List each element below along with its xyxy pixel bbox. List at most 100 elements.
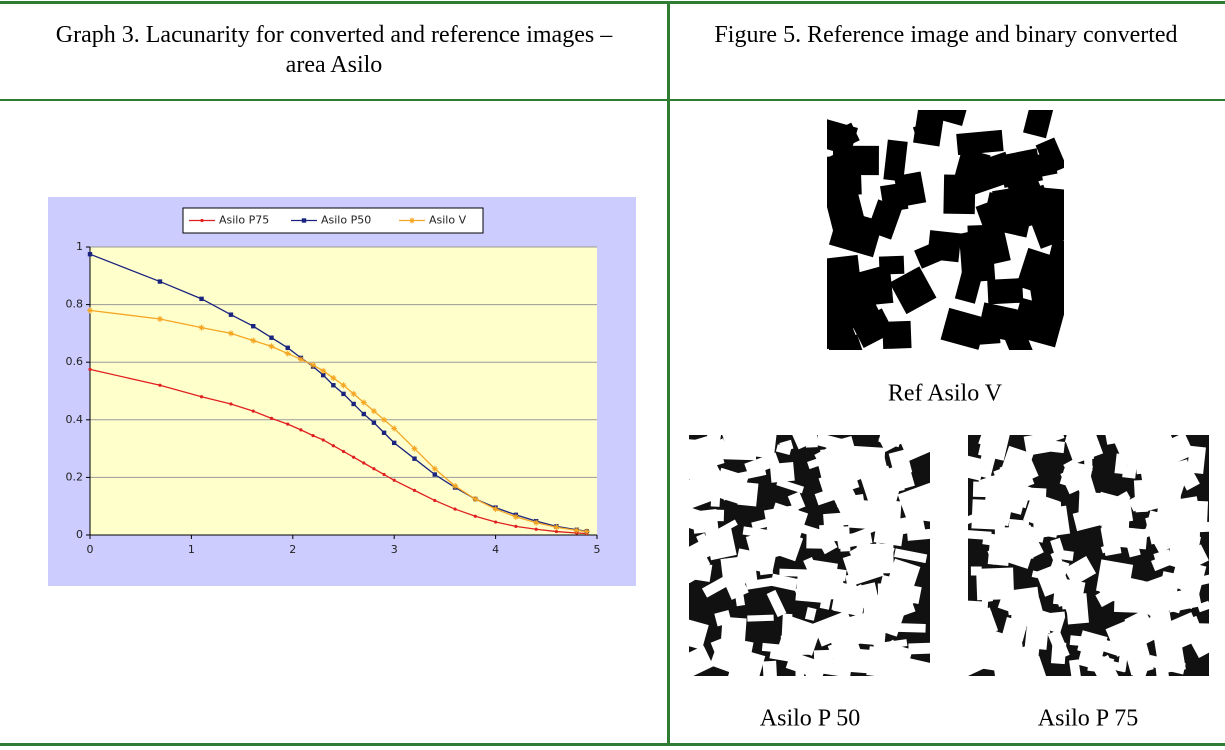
y-tick-label: 1 (76, 240, 83, 253)
marker (412, 456, 416, 460)
x-tick-label: 4 (492, 543, 499, 556)
y-tick-label: 0.2 (66, 470, 84, 483)
white-patch (1078, 492, 1103, 517)
white-patch (737, 482, 758, 507)
white-patch (971, 566, 982, 575)
marker (252, 410, 255, 413)
y-tick-label: 0.8 (66, 298, 84, 311)
marker (331, 383, 335, 387)
marker (342, 450, 345, 453)
marker (158, 279, 162, 283)
white-patch (763, 661, 778, 689)
marker (299, 428, 302, 431)
marker (88, 368, 91, 371)
marker (311, 434, 314, 437)
white-patch (688, 466, 707, 479)
building (894, 172, 926, 208)
marker (433, 472, 437, 476)
building (833, 146, 879, 175)
white-patch (747, 615, 774, 622)
table-border (0, 743, 1225, 746)
white-patch (1155, 659, 1169, 682)
white-patch (850, 446, 886, 472)
marker (200, 395, 203, 398)
white-patch (973, 482, 1006, 498)
marker (341, 392, 345, 396)
caption: Ref Asilo V (888, 381, 1003, 407)
marker (555, 530, 558, 533)
table-border (667, 1, 670, 746)
building (927, 230, 961, 262)
marker (199, 297, 203, 301)
marker (372, 420, 376, 424)
white-patch (770, 462, 795, 483)
white-patch (1115, 527, 1148, 550)
x-tick-label: 3 (391, 543, 398, 556)
white-patch (823, 512, 851, 527)
white-patch (1145, 443, 1162, 467)
x-tick-label: 2 (289, 543, 296, 556)
legend-label: Asilo V (429, 214, 467, 227)
white-patch (1179, 589, 1195, 609)
marker (352, 456, 355, 459)
caption: Asilo P 50 (760, 706, 860, 732)
image-content (952, 421, 1225, 687)
y-tick-label: 0.6 (66, 355, 84, 368)
white-patch (1053, 591, 1069, 605)
marker (158, 384, 161, 387)
white-patch (1024, 433, 1051, 456)
legend-label: Asilo P50 (321, 214, 371, 227)
white-patch (988, 545, 1010, 566)
white-patch (1079, 451, 1094, 460)
marker (229, 402, 232, 405)
marker (229, 312, 233, 316)
table-border (0, 99, 1225, 101)
building (956, 130, 1003, 155)
marker (322, 438, 325, 441)
marker (433, 499, 436, 502)
building (825, 278, 853, 311)
white-patch (1066, 462, 1093, 488)
x-tick-label: 5 (594, 543, 601, 556)
marker (270, 417, 273, 420)
marker (494, 520, 497, 523)
white-patch (876, 500, 902, 525)
marker (372, 467, 375, 470)
marker (362, 461, 365, 464)
y-tick-label: 0 (76, 528, 83, 541)
x-tick-label: 1 (188, 543, 195, 556)
legend-marker (302, 218, 306, 222)
marker (382, 431, 386, 435)
y-tick-label: 0.4 (66, 413, 84, 426)
white-patch (692, 509, 719, 534)
marker (351, 402, 355, 406)
marker (393, 479, 396, 482)
white-patch (980, 584, 997, 593)
building (943, 175, 975, 215)
white-patch (795, 667, 804, 679)
marker (413, 489, 416, 492)
marker (332, 444, 335, 447)
image-content (668, 418, 943, 690)
white-patch (848, 618, 886, 645)
marker (251, 324, 255, 328)
legend-label: Asilo P75 (219, 214, 269, 227)
marker (453, 507, 456, 510)
white-patch (676, 438, 705, 451)
marker (269, 336, 273, 340)
white-patch (1049, 502, 1061, 514)
white-patch (908, 643, 936, 655)
x-tick-label: 0 (87, 543, 94, 556)
white-patch (709, 438, 718, 446)
caption: Asilo P 75 (1038, 706, 1138, 732)
page: Graph 3. Lacunarity for converted and re… (0, 0, 1225, 750)
marker (382, 473, 385, 476)
marker (514, 525, 517, 528)
table-border (0, 1, 1225, 4)
white-patch (1114, 454, 1127, 475)
canvas: Ref Asilo V Asilo P 50 Asilo P 75 0 0.2 0.… (0, 0, 1225, 750)
marker (362, 412, 366, 416)
marker (286, 423, 289, 426)
marker (88, 252, 92, 256)
marker (535, 528, 538, 531)
